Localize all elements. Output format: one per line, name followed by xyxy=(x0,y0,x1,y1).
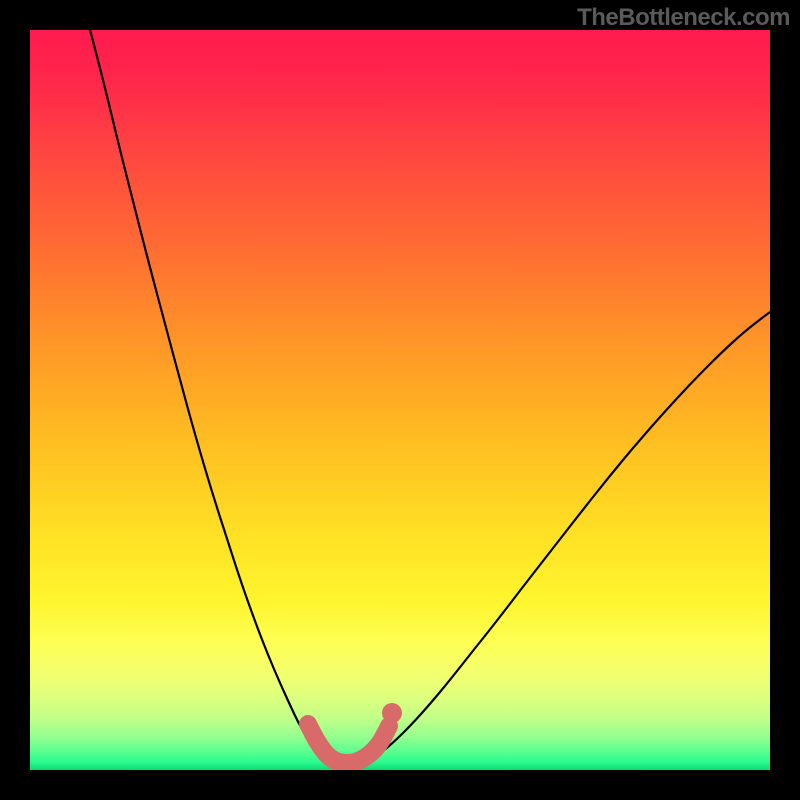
chart-root: TheBottleneck.com xyxy=(0,0,800,800)
watermark-text: TheBottleneck.com xyxy=(577,4,790,32)
curve-right xyxy=(360,312,770,764)
curve-layer xyxy=(30,30,770,770)
curve-left xyxy=(90,30,336,764)
valley-marker-dot xyxy=(382,703,402,723)
valley-marker xyxy=(308,724,389,763)
plot-area xyxy=(30,30,770,770)
